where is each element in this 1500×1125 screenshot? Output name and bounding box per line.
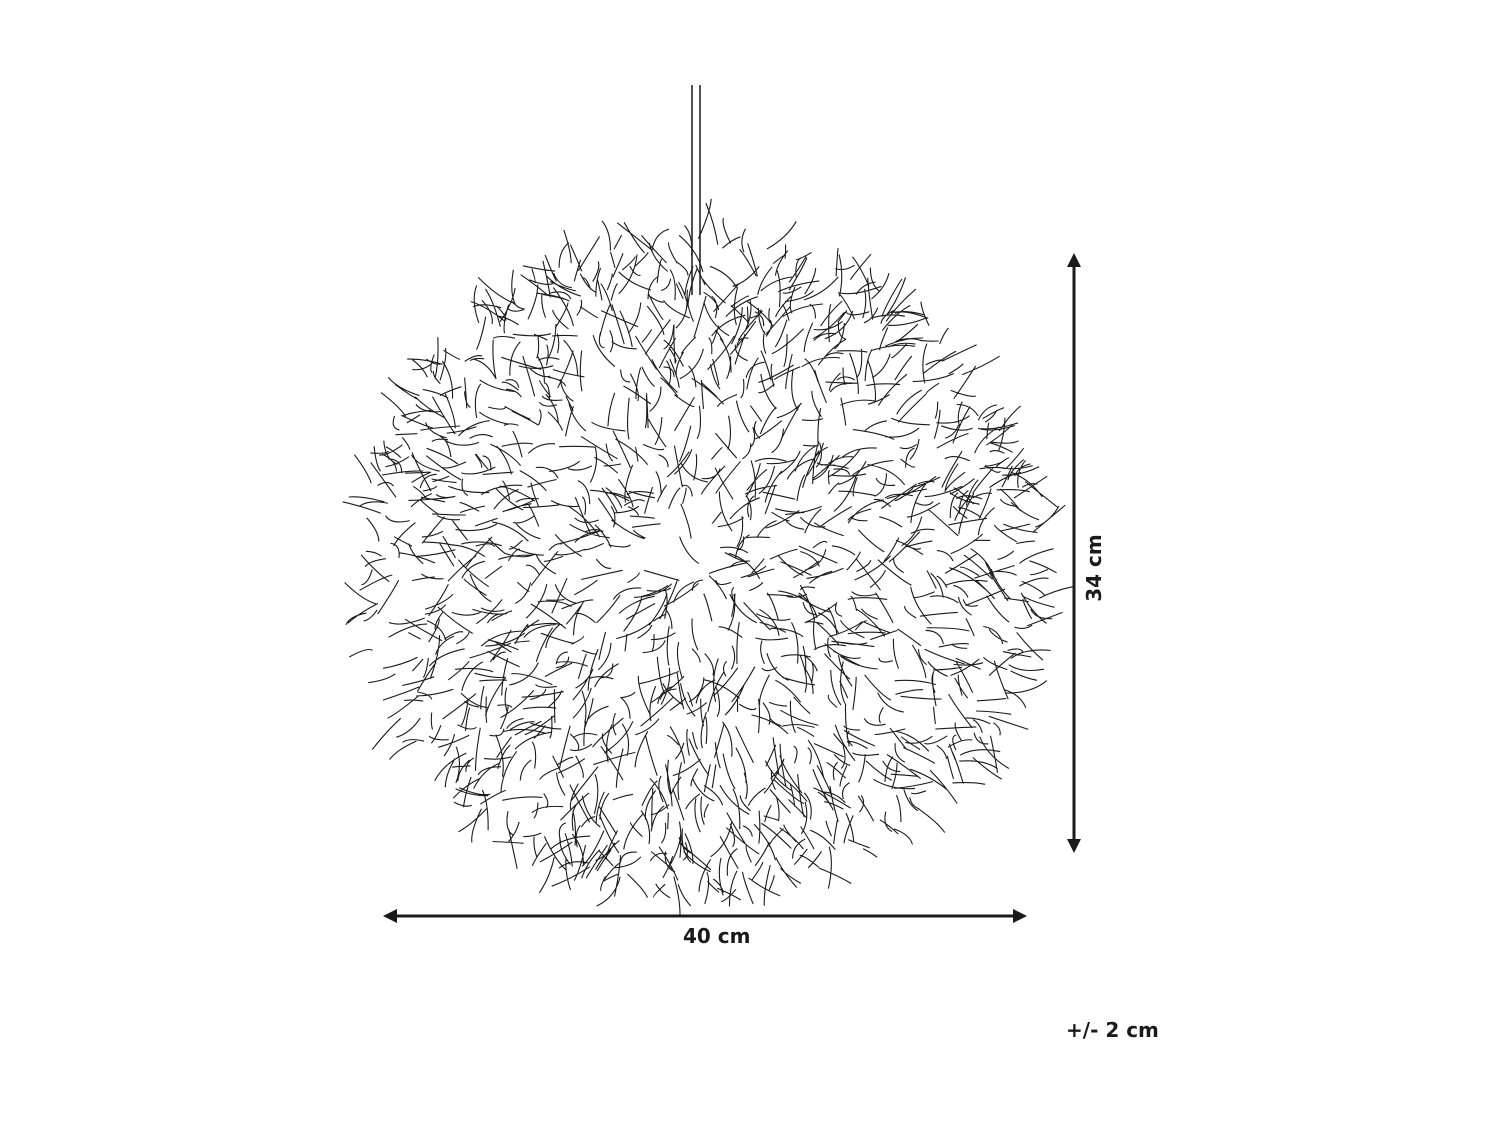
tolerance-label: +/- 2 cm: [1066, 1018, 1159, 1042]
width-label: 40 cm: [683, 924, 751, 948]
feather-strokes: [342, 198, 1073, 915]
feather-lampshade: [342, 198, 1073, 915]
height-dimension-arrow: [1067, 253, 1081, 853]
height-label: 34 cm: [1081, 534, 1106, 602]
pendant-cord: [691, 85, 701, 295]
width-dimension-arrow: [383, 909, 1027, 923]
